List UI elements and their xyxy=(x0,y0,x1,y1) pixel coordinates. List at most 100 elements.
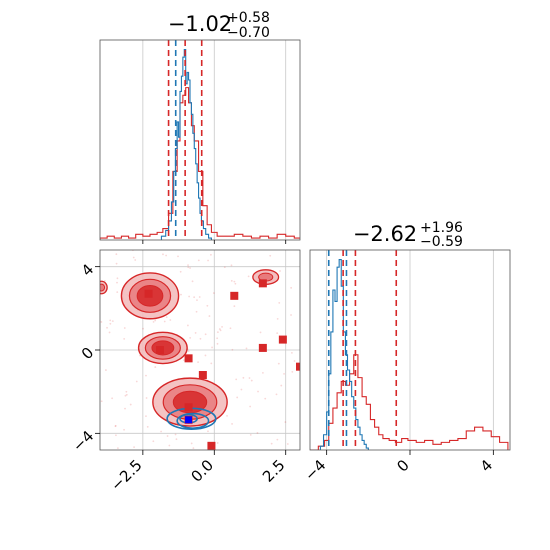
panel3-sample-dot xyxy=(179,270,182,273)
panel3-sample-dot xyxy=(284,421,287,423)
panel3-sample-dot xyxy=(189,267,191,269)
panel3-sample-dot xyxy=(261,371,264,374)
panel3-sample-dot xyxy=(207,259,209,262)
panel3-sample-dot xyxy=(180,293,182,296)
panel3-sample-dot xyxy=(134,259,137,261)
panel3-sample-dot xyxy=(168,444,171,447)
panel3-sample-dot xyxy=(116,447,119,450)
panel3-blue-marker xyxy=(185,416,193,424)
panel3-sample-dot xyxy=(216,442,219,444)
panel3-ytick-label-1: 0 xyxy=(78,344,97,363)
panel3-sample-dot xyxy=(257,390,259,393)
panel3-sample-dot xyxy=(162,253,164,256)
panel4-grid xyxy=(326,250,494,450)
panel3-sample-dot xyxy=(182,359,185,361)
panel3-sample-dot xyxy=(196,299,198,302)
panel1-grid xyxy=(142,40,287,240)
panel4-xtick-label-1: 0 xyxy=(393,456,412,475)
panel3-sample-dot xyxy=(235,378,238,381)
panel3-sample-dot xyxy=(145,374,147,377)
panel3-sample-dot xyxy=(123,327,126,329)
panel4-xtick-label-0: −4 xyxy=(301,456,329,484)
panel3-sample-dot xyxy=(204,354,207,357)
panel3-sample-dot xyxy=(165,316,168,319)
panel3-sample-dot xyxy=(115,434,117,437)
panel3-sample-dot xyxy=(256,432,259,434)
panel3-sample-dot xyxy=(206,304,209,307)
panel3-sample-dot xyxy=(195,310,198,313)
panel3-sample-dot xyxy=(193,296,196,299)
panel3-sample-dot xyxy=(231,423,233,425)
panel3-sample-dot xyxy=(211,346,213,349)
panel3-sample-dot xyxy=(283,372,285,375)
panel3-sample-dot xyxy=(109,322,112,325)
panel3-plot-area xyxy=(100,250,300,450)
panel3-sample-dot xyxy=(290,314,292,316)
panel3-sample-dot xyxy=(236,396,239,399)
panel3-sample-dot xyxy=(115,262,118,265)
panel3-sample-dot xyxy=(125,390,128,393)
panel3-sample-dot xyxy=(293,360,296,362)
panel3-ytick-label-0: −4 xyxy=(69,427,97,455)
panel1-title-value: −1.02 xyxy=(168,12,232,36)
panel3-sample-dot xyxy=(160,430,162,433)
panel3-sample-dot xyxy=(249,434,252,436)
panel3-sample-dot xyxy=(154,319,157,322)
panel3-sample-dot xyxy=(114,425,117,428)
panel3-red-marker-2 xyxy=(184,354,193,363)
panel3-red-marker-0 xyxy=(144,289,153,298)
panel1-ticks xyxy=(142,240,287,244)
panel3-sample-dot xyxy=(189,336,192,339)
panel3-red-marker-8 xyxy=(296,362,300,371)
panel3-sample-dot xyxy=(216,331,219,334)
panel3-sample-dot xyxy=(145,415,147,418)
panel1-marginal-histogram xyxy=(99,39,301,244)
panel3-red-marker-5 xyxy=(258,279,267,288)
panel3-sample-dot xyxy=(103,279,106,282)
panel3-sample-dot xyxy=(277,362,280,365)
panel4-hist-red xyxy=(310,354,509,450)
panel1-frame xyxy=(99,39,301,241)
panel3-sample-dot xyxy=(233,280,236,283)
panel1-title-lower: −0.70 xyxy=(227,25,270,41)
panel3-sample-dot xyxy=(219,329,222,332)
panel4-marginal-histogram: −4 0 4 xyxy=(301,249,511,484)
panel3-sample-dot xyxy=(169,319,172,321)
panel3-sample-dot xyxy=(188,295,191,298)
panel3-joint-contour: −2.5 0.0 2.5 −4 0 4 xyxy=(69,249,301,495)
panel3-sample-dot xyxy=(269,254,272,257)
panel3-sample-dot xyxy=(132,256,135,259)
panel3-ytick-label-2: 4 xyxy=(78,260,97,279)
panel3-sample-dot xyxy=(187,264,189,266)
panel3-red-marker-9 xyxy=(184,403,193,412)
panel3-sample-dot xyxy=(259,331,262,334)
panel3-sample-dot xyxy=(152,320,155,323)
panel3-sample-dot xyxy=(249,405,252,408)
panel3-sample-dot xyxy=(234,282,237,285)
panel3-sample-dot xyxy=(109,319,112,322)
panel3-sample-dot xyxy=(100,321,103,323)
panel3-sample-dot xyxy=(226,415,228,417)
panel3-sample-dot xyxy=(187,350,190,353)
panel3-sample-dot xyxy=(194,332,197,334)
panel3-xtick-label-1: 0.0 xyxy=(188,456,218,486)
panel3-sample-dot xyxy=(116,277,119,280)
panel3-sample-dot xyxy=(190,442,193,445)
panel3-sample-dot xyxy=(218,328,221,330)
panel3-sample-dot xyxy=(124,394,127,397)
panel4-plot-area xyxy=(310,250,509,450)
panel3-sample-dot xyxy=(276,317,279,320)
panel1-title-upper: +0.58 xyxy=(227,10,270,26)
panel3-sample-dot xyxy=(145,397,148,399)
panel3-sample-dot xyxy=(231,348,234,351)
panel3-sample-dot xyxy=(174,433,177,436)
panel3-sample-dot xyxy=(233,305,236,308)
panel3-red-marker-4 xyxy=(230,291,239,300)
panel3-sample-dot xyxy=(278,301,281,304)
panel3-sample-dot xyxy=(210,362,213,365)
panel3-xtick-label-2: 2.5 xyxy=(259,456,289,486)
panel3-sample-dot xyxy=(146,425,149,428)
panel3-sample-dot xyxy=(247,275,250,278)
panel3-sample-dot xyxy=(208,315,211,317)
panel3-sample-dot xyxy=(100,400,103,403)
